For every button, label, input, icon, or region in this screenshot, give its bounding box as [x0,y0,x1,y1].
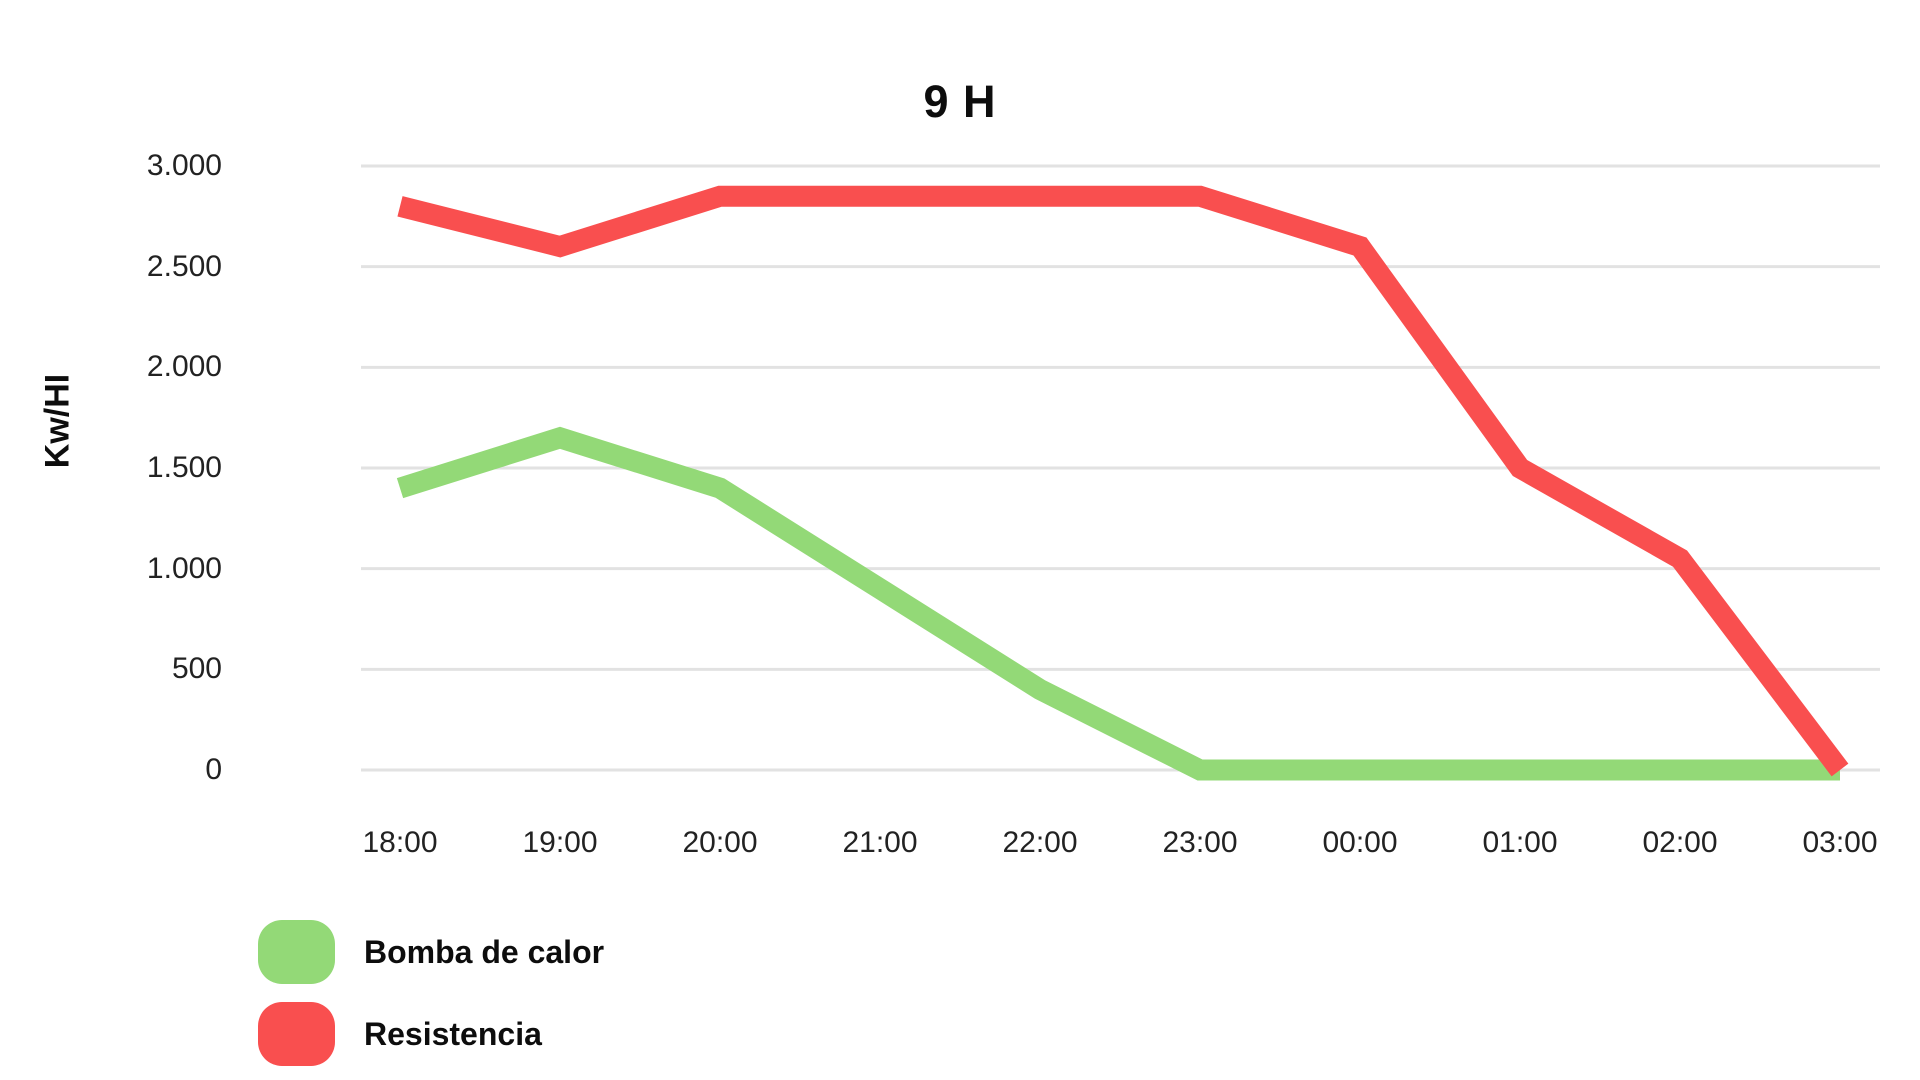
y-tick-label: 0 [205,753,222,786]
y-tick-label: 3.000 [146,149,222,182]
series-line-resistencia [397,185,1849,777]
x-tick-label: 21:00 [842,826,918,859]
x-tick-label: 19:00 [522,826,598,859]
x-tick-label: 18:00 [362,826,438,859]
y-tick-label: 1.000 [146,551,222,585]
x-tick-label: 02:00 [1642,826,1718,859]
legend-label: Resistencia [364,1015,542,1052]
legend-label: Bomba de calor [364,933,605,970]
legend-swatch [258,1002,335,1066]
series-line-bomba-de-calor [396,426,1840,781]
x-tick-label: 23:00 [1162,826,1238,859]
x-tick-label: 22:00 [1002,826,1078,859]
y-tick-label: 500 [171,652,222,686]
x-tick-label: 20:00 [682,826,758,859]
x-tick-label: 00:00 [1322,826,1398,859]
y-tick-label: 2.500 [146,249,222,283]
y-tick-label: 1.500 [146,451,222,484]
chart-title: 9 H [923,76,997,127]
y-tick-label: 2.000 [146,350,222,384]
x-tick-label: 01:00 [1482,826,1558,859]
x-tick-label: 03:00 [1802,826,1878,859]
legend-item: Bomba de calor [258,920,604,984]
legend-swatch [258,920,335,984]
legend-item: Resistencia [258,1002,542,1066]
